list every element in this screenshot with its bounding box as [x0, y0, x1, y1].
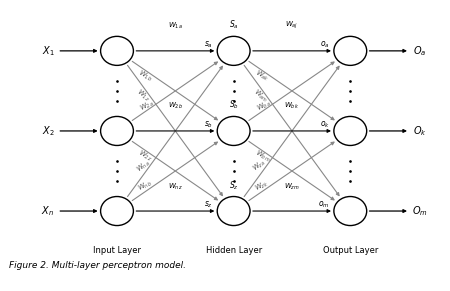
Text: $o_k$: $o_k$: [320, 119, 329, 130]
Text: Input Layer: Input Layer: [93, 246, 141, 255]
Text: $W_{1z}$: $W_{1z}$: [134, 87, 152, 104]
Text: $S_b$: $S_b$: [229, 99, 238, 111]
Text: $S_z$: $S_z$: [229, 179, 238, 191]
Text: Hidden Layer: Hidden Layer: [206, 246, 262, 255]
Text: $O_a$: $O_a$: [413, 44, 426, 58]
Text: $W_{2a}$: $W_{2a}$: [139, 98, 157, 114]
Text: $o_m$: $o_m$: [318, 200, 329, 210]
Text: $W_{na}$: $W_{na}$: [134, 157, 152, 175]
Text: $W_{zk}$: $W_{zk}$: [253, 178, 270, 194]
Ellipse shape: [101, 36, 133, 65]
Text: $W_{ak}$: $W_{ak}$: [253, 68, 271, 84]
Text: $W_{2z}$: $W_{2z}$: [136, 148, 154, 164]
Text: $W_{1b}$: $W_{1b}$: [136, 68, 154, 84]
Text: $O_m$: $O_m$: [411, 204, 428, 218]
Ellipse shape: [334, 36, 367, 65]
Text: $W_{1a}$: $W_{1a}$: [168, 21, 183, 31]
Text: $W_{bk}$: $W_{bk}$: [284, 101, 299, 111]
Text: $W_{am}$: $W_{am}$: [251, 87, 270, 105]
Text: $W_{2b}$: $W_{2b}$: [168, 101, 183, 111]
Text: $W_{ba}$: $W_{ba}$: [255, 98, 273, 114]
Ellipse shape: [217, 196, 250, 226]
Text: $W_{aj}$: $W_{aj}$: [285, 20, 299, 31]
Text: $W_{bm}$: $W_{bm}$: [253, 148, 272, 164]
Text: $W_{nb}$: $W_{nb}$: [136, 178, 154, 194]
Ellipse shape: [334, 196, 367, 226]
Text: $s_a$: $s_a$: [204, 39, 213, 50]
Ellipse shape: [334, 116, 367, 146]
Text: $X_1$: $X_1$: [41, 44, 54, 58]
Text: Output Layer: Output Layer: [323, 246, 378, 255]
Text: $s_z$: $s_z$: [204, 200, 213, 210]
Ellipse shape: [217, 116, 250, 146]
Text: $W_{zm}$: $W_{zm}$: [284, 181, 300, 191]
Text: $W_{nz}$: $W_{nz}$: [168, 181, 183, 191]
Text: $o_a$: $o_a$: [320, 39, 329, 50]
Ellipse shape: [101, 196, 133, 226]
Ellipse shape: [101, 116, 133, 146]
Text: $S_a$: $S_a$: [229, 19, 238, 31]
Text: $X_2$: $X_2$: [41, 124, 54, 138]
Ellipse shape: [217, 36, 250, 65]
Text: Figure 2. Multi-layer perceptron model.: Figure 2. Multi-layer perceptron model.: [9, 261, 186, 270]
Text: $X_n$: $X_n$: [41, 204, 54, 218]
Text: $s_b$: $s_b$: [204, 119, 213, 130]
Text: $O_k$: $O_k$: [413, 124, 426, 138]
Text: $W_{za}$: $W_{za}$: [251, 158, 268, 174]
